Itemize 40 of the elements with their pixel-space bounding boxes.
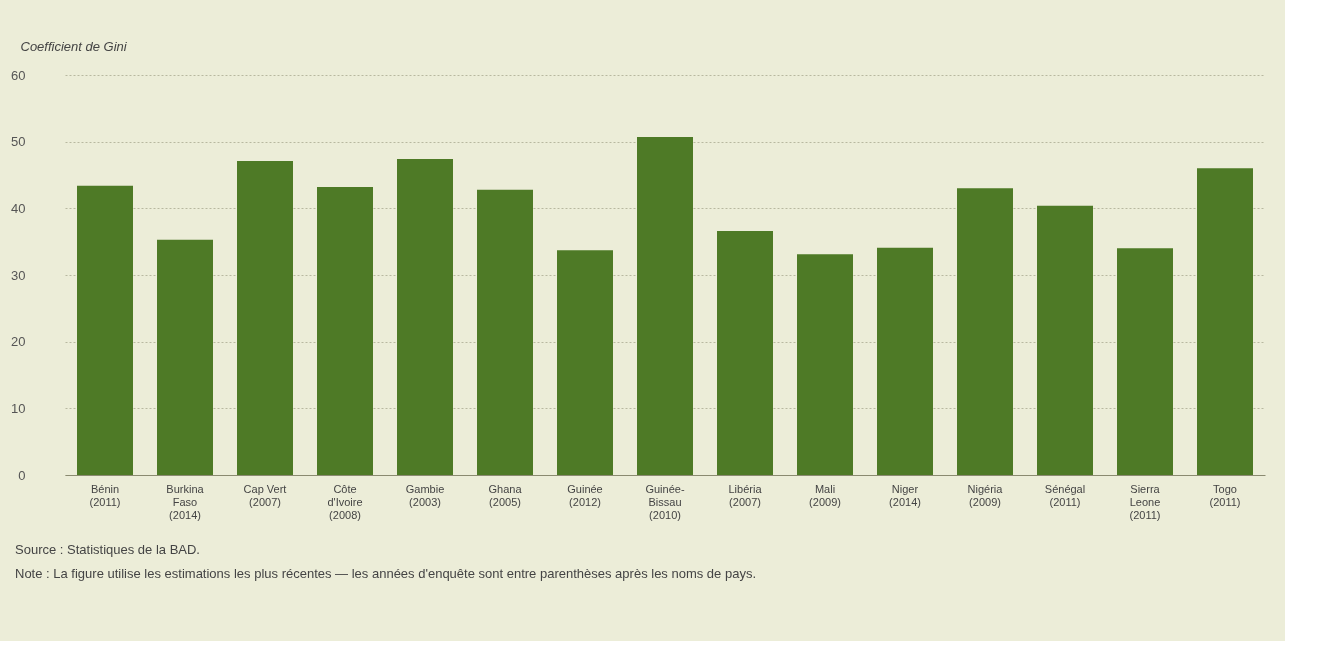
x-tick-label: Burkina Faso (2014) <box>166 482 205 521</box>
bar <box>397 159 453 475</box>
x-tick-label: Niger (2014) <box>889 482 921 508</box>
bar <box>877 247 933 475</box>
x-tick-label: Cap Vert (2007) <box>243 482 287 508</box>
x-tick-label: Côte d'Ivoire (2008) <box>327 482 363 521</box>
y-tick-label: 40 <box>11 200 26 216</box>
bar <box>1117 248 1173 475</box>
x-tick-label: Guinée (2012) <box>567 482 603 508</box>
x-tick-label: Mali (2009) <box>809 482 841 508</box>
y-axis-title: Coefficient de Gini <box>20 38 128 54</box>
bar <box>797 254 853 475</box>
bar <box>477 189 533 475</box>
x-tick-label: Togo (2011) <box>1209 482 1241 508</box>
x-tick-label: Ghana (2005) <box>488 482 523 508</box>
x-tick-label: Sierra Leone (2011) <box>1129 482 1161 521</box>
y-tick-label: 60 <box>11 67 26 83</box>
y-tick-label: 0 <box>18 467 26 483</box>
text: Note : La figure utilise les estimations les plus récentes — les années d'enquête sont entre parenthèses après les noms de pays. <box>15 566 757 581</box>
x-tick-label: Bénin (2011) <box>89 482 121 508</box>
x-tick-label: Nigéria (2009) <box>967 482 1004 508</box>
bar <box>77 185 133 475</box>
bar <box>717 231 773 475</box>
x-tick-label: Libéria (2007) <box>728 482 763 508</box>
x-tick-label: Gambie (2003) <box>405 482 445 508</box>
y-tick-label: 30 <box>11 267 26 283</box>
bar <box>557 250 613 475</box>
bar <box>1037 205 1093 475</box>
source-note: Source : Statistiques de la BAD. <box>15 542 200 557</box>
x-tick-label: Sénégal (2011) <box>1044 482 1086 508</box>
bar <box>237 161 293 475</box>
bar <box>1197 168 1253 475</box>
y-tick-label: 20 <box>11 334 26 350</box>
y-tick-label: 10 <box>11 400 26 416</box>
bar <box>317 187 373 475</box>
y-tick-label: 50 <box>11 134 26 150</box>
x-tick-label: Guinée- Bissau (2010) <box>645 482 685 521</box>
bar <box>957 188 1013 475</box>
bar <box>637 137 693 475</box>
bar <box>157 239 213 475</box>
